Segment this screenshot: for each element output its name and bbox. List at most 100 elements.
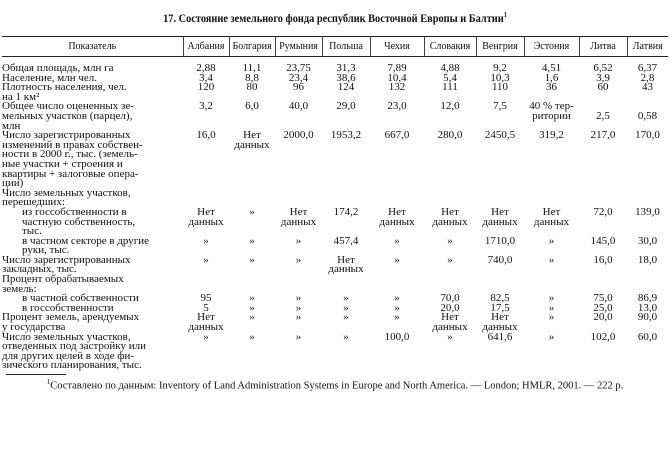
cell-value: 6,52 <box>593 62 613 74</box>
cell-value: » <box>295 330 302 343</box>
row-label: из госсобственности в частную собственно… <box>22 205 136 238</box>
cell-value: 641,6 <box>487 330 513 343</box>
title-text: 17. Состояние земельного фонда республик… <box>163 12 504 25</box>
cell-value: Нет данных <box>188 205 224 228</box>
row-label: Число зарегистрированных закладных, тыс. <box>2 253 131 276</box>
table-row: Общее число оцененных зе- мельных участк… <box>2 100 668 132</box>
cell-value: 25,0 <box>593 301 613 314</box>
row-label: Число зарегистрированных изменений в пра… <box>2 129 143 190</box>
table-row: в частной собственности 95 » » » » 70,0 82,5 » 75… <box>2 292 668 305</box>
table-row: Процент земель, арендуемых у государства… <box>2 311 668 334</box>
column-header-country: Венгрия <box>475 36 524 57</box>
cell-value: » <box>343 301 349 314</box>
table-title: 17. Состояние земельного фонда республик… <box>34 11 637 25</box>
cell-value: 20,0 <box>593 311 613 324</box>
cell-value: 0,58 <box>637 109 658 122</box>
cell-value: » <box>548 330 555 343</box>
cell-value: 20,0 <box>440 301 460 314</box>
cell-value: 457,4 <box>333 234 359 247</box>
cell-value: » <box>343 292 349 305</box>
cell-value: 16,0 <box>196 129 216 142</box>
row-label: в частном секторе в другие руки, тыс. <box>22 234 150 257</box>
cell-value: » <box>394 253 400 266</box>
table-body: Общая площадь, млн га 2,88 11,1 23,75 31,3 7,… <box>2 57 668 372</box>
table-row: Число зарегистрированных изменений в пра… <box>2 129 668 190</box>
cell-value: 80 <box>246 81 258 94</box>
cell-value: 10,4 <box>387 71 407 84</box>
table-row: из госсобственности в частную собственно… <box>2 205 668 238</box>
row-label: Общее число оцененных зе- мельных участк… <box>2 100 134 132</box>
cell-value: » <box>295 253 302 266</box>
cell-value: 145,0 <box>590 234 616 247</box>
table-row: Население, млн чел. 3,4 8,8 23,4 38,6 10,4 5,4… <box>2 71 668 84</box>
cell-value: 174,2 <box>333 205 359 218</box>
cell-value: » <box>394 301 400 314</box>
cell-value: 5,4 <box>443 71 457 84</box>
cell-value: » <box>249 234 255 247</box>
footnote: 1Составлено по данным: Inventory of Land… <box>0 378 670 392</box>
cell-value: 36 <box>546 81 557 94</box>
cell-value: Нет данных <box>280 205 317 228</box>
column-header-country: Болгария <box>228 36 275 57</box>
row-label: Число земельных участков, перешедших: <box>2 186 131 209</box>
cell-value: Нет данных <box>533 205 570 228</box>
cell-value: » <box>249 292 255 305</box>
row-label: Число земельных участков, отведенных под… <box>2 330 146 372</box>
table-row: в частном секторе в другие руки, тыс. » » »… <box>2 234 668 257</box>
cell-value: 9,2 <box>493 62 507 74</box>
footnote-divider <box>6 374 66 375</box>
cell-value: 29,0 <box>336 100 356 113</box>
cell-value: 95 <box>200 292 212 305</box>
cell-value: » <box>203 330 209 343</box>
cell-value: Нет данных <box>328 253 364 276</box>
cell-value: 2,88 <box>196 62 216 74</box>
row-label: в частной собственности <box>22 292 139 305</box>
cell-value: » <box>249 301 255 314</box>
cell-value: 31,3 <box>336 62 356 74</box>
cell-value: » <box>548 253 555 266</box>
cell-value: 5 <box>203 301 209 314</box>
cell-value: » <box>249 205 255 218</box>
cell-value: 1953,2 <box>330 129 362 142</box>
table-row: Число зарегистрированных закладных, тыс.… <box>2 253 668 276</box>
cell-value: 111 <box>442 81 458 94</box>
cell-value: 7,5 <box>493 100 507 113</box>
cell-value: 740,0 <box>487 253 513 266</box>
cell-value: 8,8 <box>245 71 259 84</box>
column-header-country: Эстония <box>523 36 579 57</box>
cell-value: 280,0 <box>437 129 463 142</box>
cell-value: » <box>343 330 349 343</box>
cell-value: 139,0 <box>635 205 660 218</box>
cell-value: 2000,0 <box>283 129 314 142</box>
cell-value: 3,2 <box>199 100 213 113</box>
cell-value: 1710,0 <box>484 234 516 247</box>
column-header-country: Албания <box>182 36 229 57</box>
cell-value: » <box>394 311 400 324</box>
cell-value: 10,3 <box>490 71 510 84</box>
cell-value: 18,0 <box>637 253 658 266</box>
row-label: Население, млн чел. <box>2 71 97 84</box>
cell-value: 86,9 <box>637 292 658 305</box>
cell-value: Нет данных <box>482 205 518 228</box>
cell-value: Нет данных <box>188 311 224 334</box>
column-header-country: Чехия <box>369 36 424 57</box>
cell-value: » <box>394 234 400 247</box>
cell-value: 7,89 <box>387 62 407 74</box>
cell-value: 60,0 <box>637 330 658 343</box>
cell-value: 1,6 <box>544 71 559 84</box>
cell-value: Нет данных <box>234 129 270 151</box>
cell-value: 23,4 <box>288 71 309 84</box>
cell-value: 3,4 <box>199 71 213 84</box>
cell-value: » <box>394 292 400 305</box>
cell-value: 4,88 <box>440 62 460 74</box>
cell-value: 120 <box>197 81 215 94</box>
cell-value: 96 <box>293 81 304 94</box>
cell-value: 40 % тер- ритории <box>529 100 574 122</box>
cell-value: 217,0 <box>590 129 616 142</box>
cell-value: 30,0 <box>637 234 658 247</box>
cell-value: 40,0 <box>288 100 309 113</box>
cell-value: 102,0 <box>590 330 616 343</box>
cell-value: 12,0 <box>440 100 460 113</box>
cell-value: 2450,5 <box>484 129 516 142</box>
